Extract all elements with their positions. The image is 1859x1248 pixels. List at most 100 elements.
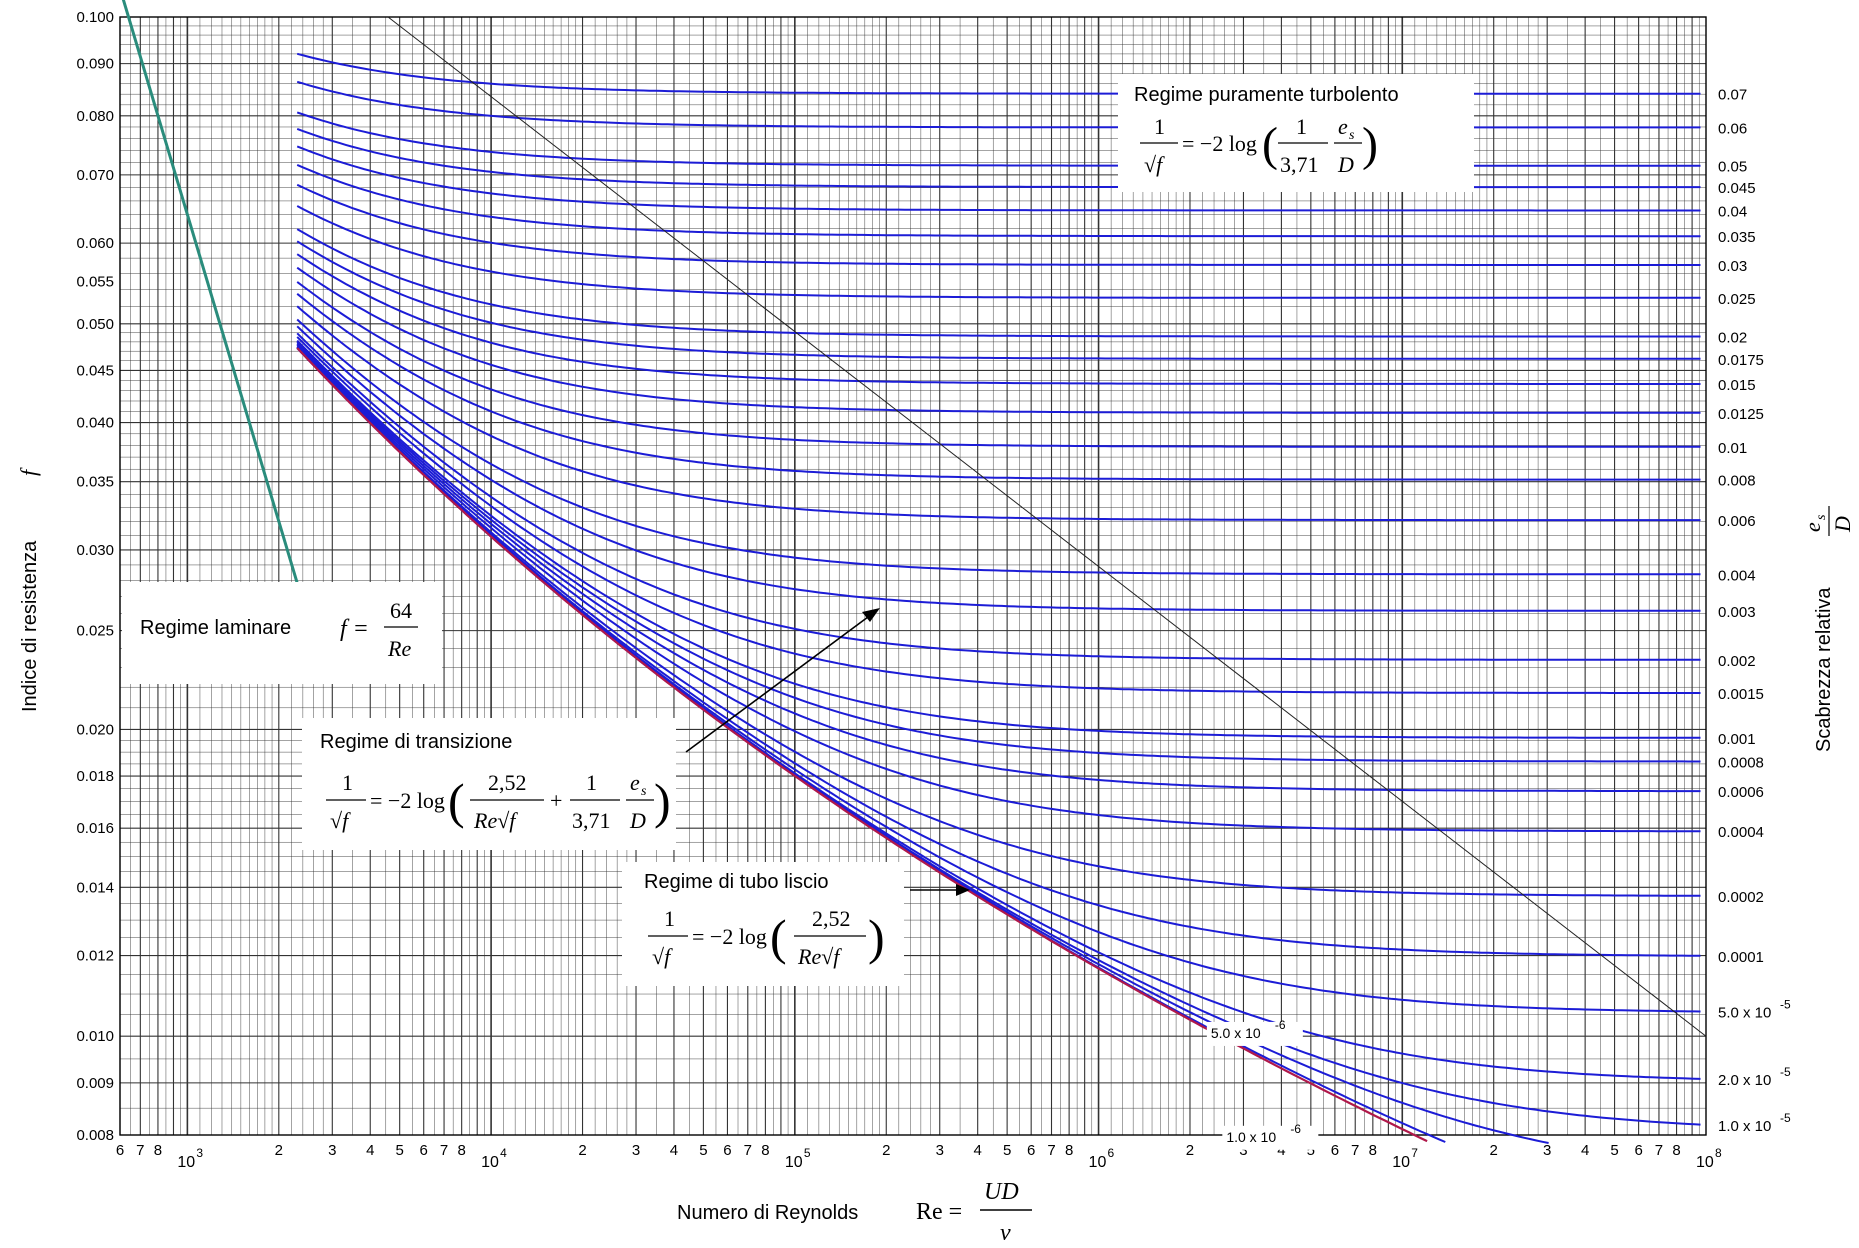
roughness-label-exponent: -5 [1780, 998, 1791, 1012]
right-axis-label: Scabrezza relativa [1813, 587, 1835, 752]
roughness-curve [296, 341, 1701, 763]
x-tick-label: 8 [154, 1142, 162, 1159]
roughness-label: 0.02 [1712, 327, 1768, 348]
roughness-label: 0.001 [1712, 728, 1768, 749]
roughness-label-text: 0.008 [1718, 473, 1756, 490]
transizione-e-sub: s [641, 784, 647, 799]
x-decade-label: 10 [481, 1154, 499, 1171]
roughness-label-bg [1712, 288, 1768, 309]
roughness-label: 0.035 [1712, 227, 1768, 248]
x-decade-label: 10 [785, 1154, 803, 1171]
roughness-label-exponent: -5 [1780, 1111, 1791, 1125]
roughness-label-bg [1712, 84, 1768, 105]
roughness-curve [296, 325, 1701, 612]
roughness-curve [296, 346, 1701, 957]
x-tick-label: 6 [1027, 1142, 1035, 1159]
roughness-label-text: 0.03 [1718, 258, 1747, 275]
roughness-curve [296, 163, 1701, 238]
roughness-label-exponent: -5 [1780, 1065, 1791, 1079]
y-tick-label: 0.050 [76, 316, 114, 333]
x-decade-label: 10 [1089, 1154, 1107, 1171]
roughness-label: 0.0175 [1712, 349, 1768, 370]
roughness-curve [296, 253, 1701, 385]
roughness-label-bg [1712, 178, 1768, 199]
x-tick-label: 3 [1543, 1142, 1551, 1159]
roughness-label-bg [1712, 470, 1768, 491]
x-tick-label: 5 [699, 1142, 707, 1159]
smooth-pipe-curve [296, 347, 1428, 1143]
x-decade-exponent: 3 [196, 1146, 203, 1160]
x-tick-label: 8 [1672, 1142, 1680, 1159]
x-decade-exponent: 6 [1108, 1146, 1115, 1160]
x-tick-label: 4 [1277, 1142, 1285, 1159]
roughness-label-text: 0.006 [1718, 513, 1756, 530]
laminare-title: Regime laminare [140, 617, 291, 639]
turbolento-a: 1 [1296, 114, 1307, 139]
roughness-label-text: 0.0015 [1718, 686, 1764, 703]
curves [121, 0, 1707, 1144]
turbulence-boundary-line [387, 16, 1707, 1037]
roughness-label-text: 0.004 [1718, 567, 1756, 584]
axis-labels: 0.1000.0900.0800.0700.0600.0550.0500.045… [76, 9, 1791, 1171]
roughness-label-bg [1712, 374, 1768, 395]
x-tick-label: 4 [670, 1142, 678, 1159]
liscio-lhs-num: 1 [664, 906, 675, 931]
x-tick-label: 2 [882, 1142, 890, 1159]
liscio-title: Regime di tubo liscio [644, 871, 829, 893]
x-tick-label: 6 [1634, 1142, 1642, 1159]
liscio-b: Re√f [797, 944, 842, 969]
arrow-transizione [685, 613, 873, 753]
roughness-label-bg [1712, 946, 1768, 967]
transizione-plus: + [550, 788, 562, 813]
roughness-label-text: 0.01 [1718, 440, 1747, 457]
x-tick-label: 5 [1003, 1142, 1011, 1159]
roughness-label-bg [1712, 822, 1768, 843]
roughness-label-text: 0.001 [1718, 731, 1756, 748]
x-decade-exponent: 8 [1715, 1146, 1722, 1160]
x-tick-label: 8 [1369, 1142, 1377, 1159]
roughness-curve [296, 336, 1701, 694]
roughness-label-text: 0.002 [1718, 653, 1756, 670]
roughness-label-text: 0.02 [1718, 330, 1747, 347]
roughness-label: 5.0 x 10 -5 [1712, 998, 1791, 1023]
roughness-label-bg [1712, 201, 1768, 222]
roughness-curve [296, 183, 1701, 266]
turbolento-b: 3,71 [1280, 152, 1319, 177]
y-axis-label: Indice di resistenza [19, 540, 41, 712]
roughness-label: 2.0 x 10 -5 [1712, 1065, 1791, 1091]
y-tick-label: 0.016 [76, 820, 114, 837]
roughness-label-text: 0.015 [1718, 377, 1756, 394]
x-tick-label: 8 [1065, 1142, 1073, 1159]
x-tick-label: 2 [275, 1142, 283, 1159]
roughness-label-bg [1712, 437, 1768, 458]
roughness-curve [296, 228, 1701, 338]
y-tick-label: 0.040 [76, 415, 114, 432]
roughness-curve [296, 240, 1701, 360]
turbolento-paren-open: ( [1262, 118, 1278, 171]
roughness-label-bg [1712, 684, 1768, 705]
x-tick-label: 4 [974, 1142, 982, 1159]
y-tick-label: 0.090 [76, 56, 114, 73]
roughness-label: 0.015 [1712, 374, 1768, 395]
transizione-b: Re√f [473, 808, 518, 833]
liscio-paren-open: ( [770, 909, 787, 965]
roughness-label-bg [1712, 403, 1768, 424]
roughness-label-bg [1712, 728, 1768, 749]
y-tick-label: 0.060 [76, 235, 114, 252]
x-tick-label: 3 [632, 1142, 640, 1159]
x-tick-label: 7 [744, 1142, 752, 1159]
turbolento-c-sub: s [1349, 128, 1355, 143]
x-tick-label: 8 [761, 1142, 769, 1159]
y-tick-label: 0.100 [76, 9, 114, 26]
roughness-label-text: 0.045 [1718, 180, 1756, 197]
roughness-label: 0.05 [1712, 156, 1768, 177]
annotation-liscio: Regime di tubo liscio 1 √f = −2 log ( 2,… [622, 862, 904, 986]
roughness-label: 0.0008 [1712, 752, 1768, 773]
roughness-curve [296, 342, 1701, 793]
roughness-label-bg [1712, 156, 1768, 177]
y-tick-label: 0.020 [76, 721, 114, 738]
transizione-paren-open: ( [448, 773, 465, 829]
roughness-label-bg [1712, 227, 1768, 248]
roughness-curve [296, 293, 1701, 481]
x-decade-label: 10 [177, 1154, 195, 1171]
